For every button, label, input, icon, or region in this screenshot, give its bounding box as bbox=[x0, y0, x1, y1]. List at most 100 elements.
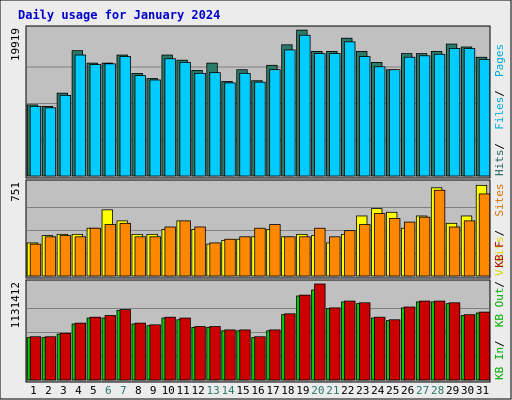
bar-sites bbox=[89, 227, 101, 277]
bar-files bbox=[448, 48, 461, 177]
bar-files bbox=[344, 41, 356, 177]
bar-files bbox=[89, 64, 101, 177]
bar-sites bbox=[463, 220, 476, 277]
bar-sites bbox=[374, 213, 386, 277]
bar-kb-f bbox=[448, 302, 461, 381]
bar-files bbox=[179, 61, 191, 177]
bar-kb-f bbox=[299, 294, 311, 381]
bar-kb-f bbox=[418, 300, 431, 381]
x-label-day-10: 10 bbox=[162, 384, 175, 397]
bar-kb-f bbox=[389, 319, 401, 381]
legend-separator: / bbox=[493, 90, 506, 97]
legend-separator: / bbox=[493, 281, 506, 288]
legend-kb-f: KB F bbox=[493, 241, 506, 268]
x-label-day-9: 9 bbox=[150, 384, 157, 397]
x-label-day-7: 7 bbox=[120, 384, 127, 397]
legend-separator: / bbox=[493, 340, 506, 347]
bar-sites bbox=[164, 226, 176, 277]
bar-kb-f bbox=[179, 317, 191, 381]
x-label-day-31: 31 bbox=[476, 384, 489, 397]
x-label-day-4: 4 bbox=[75, 384, 82, 397]
legend-sites: Sites bbox=[493, 183, 506, 216]
x-label-day-18: 18 bbox=[281, 384, 294, 397]
bar-files bbox=[134, 75, 146, 177]
x-label-day-20: 20 bbox=[311, 384, 324, 397]
legend-separator: / bbox=[493, 230, 506, 237]
bar-files bbox=[463, 48, 476, 177]
bar-kb-f bbox=[74, 322, 87, 381]
bar-kb-f bbox=[478, 311, 491, 381]
x-label-day-15: 15 bbox=[236, 384, 249, 397]
bar-kb-f bbox=[269, 329, 281, 381]
x-label-day-8: 8 bbox=[135, 384, 142, 397]
bar-kb-f bbox=[134, 322, 146, 381]
x-label-day-23: 23 bbox=[356, 384, 369, 397]
x-label-day-22: 22 bbox=[341, 384, 354, 397]
panel-1: 19919 Hits / Files / Pages bbox=[9, 25, 506, 179]
x-label-day-3: 3 bbox=[60, 384, 67, 397]
bar-files bbox=[403, 56, 416, 177]
bar-kb-f bbox=[403, 306, 416, 381]
bar-sites bbox=[254, 227, 266, 277]
bar-files bbox=[104, 63, 116, 177]
y-max-label: 1131412 bbox=[9, 282, 22, 328]
bar-files bbox=[59, 94, 72, 177]
bar-sites bbox=[149, 236, 161, 277]
legend-visits: Visits bbox=[493, 236, 506, 276]
bar-kb-f bbox=[284, 313, 296, 381]
bar-sites bbox=[209, 242, 221, 277]
bar-sites bbox=[269, 224, 281, 277]
bar-files bbox=[44, 107, 57, 177]
bar-files bbox=[209, 72, 221, 177]
bar-files bbox=[329, 53, 341, 177]
bar-kb-f bbox=[119, 309, 131, 381]
bar-files bbox=[478, 59, 491, 177]
x-label-day-12: 12 bbox=[192, 384, 205, 397]
bar-sites bbox=[239, 236, 251, 277]
bar-kb-f bbox=[314, 283, 326, 381]
bar-kb-f bbox=[239, 329, 251, 381]
bar-sites bbox=[403, 221, 416, 277]
bar-sites bbox=[74, 236, 87, 277]
bar-kb-f bbox=[359, 302, 371, 381]
bar-kb-f bbox=[104, 315, 116, 381]
bar-kb-f bbox=[164, 316, 176, 381]
legend-pages: Pages bbox=[493, 44, 506, 77]
x-label-day-28: 28 bbox=[431, 384, 444, 397]
bar-files bbox=[194, 72, 206, 177]
bar-sites bbox=[29, 243, 42, 277]
bar-sites bbox=[179, 220, 191, 277]
x-label-day-24: 24 bbox=[371, 384, 385, 397]
bar-kb-f bbox=[463, 314, 476, 381]
x-label-day-16: 16 bbox=[251, 384, 264, 397]
x-label-day-29: 29 bbox=[446, 384, 459, 397]
legend-separator: / bbox=[493, 143, 506, 150]
legend-kb-out: KB Out bbox=[493, 287, 506, 327]
bar-sites bbox=[194, 226, 206, 277]
x-label-day-1: 1 bbox=[30, 384, 37, 397]
bar-files bbox=[119, 56, 131, 177]
bar-sites bbox=[44, 236, 57, 277]
bar-sites bbox=[389, 218, 401, 277]
bar-sites bbox=[284, 236, 296, 277]
bar-sites bbox=[299, 236, 311, 277]
bar-files bbox=[359, 56, 371, 177]
bar-kb-f bbox=[254, 336, 266, 381]
bar-files bbox=[224, 82, 236, 177]
bar-kb-f bbox=[149, 324, 161, 381]
bar-files bbox=[418, 55, 431, 177]
bar-sites bbox=[134, 236, 146, 277]
bar-kb-f bbox=[194, 326, 206, 381]
x-label-day-11: 11 bbox=[177, 384, 190, 397]
bar-kb-f bbox=[433, 300, 446, 381]
legend-kb-in: KB In bbox=[493, 347, 506, 380]
y-max-label: 19919 bbox=[9, 28, 22, 61]
y-max-label: 751 bbox=[9, 182, 22, 202]
bar-kb-f bbox=[224, 329, 236, 381]
bar-files bbox=[433, 53, 446, 177]
bar-files bbox=[254, 81, 266, 177]
x-label-day-13: 13 bbox=[206, 384, 219, 397]
x-label-day-17: 17 bbox=[266, 384, 279, 397]
x-label-day-30: 30 bbox=[461, 384, 474, 397]
